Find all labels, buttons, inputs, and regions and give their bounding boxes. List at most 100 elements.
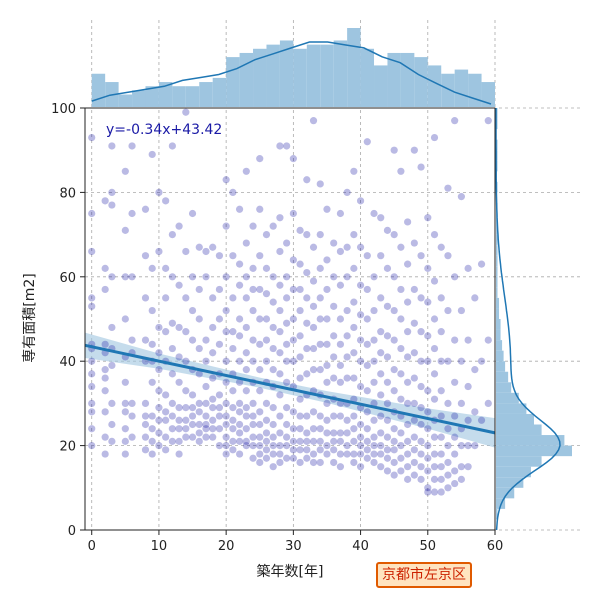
data-point	[88, 302, 96, 310]
data-point	[383, 416, 392, 424]
data-point	[377, 349, 385, 357]
data-point	[430, 433, 439, 441]
data-point	[249, 399, 257, 407]
data-point	[309, 450, 318, 458]
data-point	[215, 391, 224, 399]
data-point	[148, 450, 156, 458]
top-hist-bar	[118, 94, 133, 107]
data-point	[162, 446, 170, 454]
data-point	[397, 344, 405, 353]
data-point	[316, 264, 324, 272]
data-point	[451, 117, 459, 125]
data-point	[464, 336, 472, 344]
data-point	[316, 412, 324, 420]
data-point	[283, 404, 291, 412]
top-hist-bar	[387, 52, 401, 107]
data-point	[437, 243, 445, 251]
data-point	[242, 349, 250, 357]
data-point	[242, 323, 250, 332]
data-point	[363, 408, 371, 416]
data-point	[249, 412, 257, 420]
data-point	[141, 252, 150, 260]
data-point	[350, 323, 358, 332]
data-point	[289, 256, 297, 264]
x-tick-label: 20	[218, 539, 235, 554]
data-point	[262, 264, 271, 272]
data-point	[363, 454, 371, 462]
data-point	[88, 294, 96, 302]
data-point	[444, 399, 452, 407]
data-point	[303, 429, 311, 437]
data-point	[155, 387, 163, 395]
data-point	[330, 437, 338, 445]
data-point	[356, 450, 365, 458]
data-point	[457, 193, 465, 201]
data-point	[336, 463, 345, 471]
data-point	[108, 201, 116, 209]
data-point	[430, 450, 439, 458]
data-point	[256, 408, 264, 416]
data-point	[249, 454, 257, 462]
data-point	[410, 416, 418, 424]
data-point	[356, 442, 365, 450]
right-hist-bar	[496, 392, 519, 404]
data-point	[289, 357, 297, 365]
data-point	[430, 315, 439, 323]
data-point	[417, 252, 425, 260]
data-point	[343, 188, 351, 196]
data-point	[437, 463, 445, 471]
data-point	[444, 471, 452, 479]
right-hist-bar	[496, 477, 524, 488]
data-point	[235, 408, 244, 416]
data-point	[309, 344, 318, 353]
data-point	[356, 420, 365, 429]
data-point	[437, 450, 445, 458]
data-point	[330, 239, 338, 247]
data-point	[410, 349, 418, 357]
data-point	[121, 437, 129, 445]
data-point	[188, 404, 197, 412]
data-point	[249, 222, 257, 230]
data-point	[430, 395, 439, 403]
data-point	[383, 454, 392, 462]
data-point	[162, 197, 170, 205]
data-point	[283, 294, 291, 302]
data-point	[377, 463, 385, 471]
data-point	[330, 458, 338, 467]
data-point	[276, 450, 284, 458]
data-point	[209, 243, 217, 251]
data-point	[235, 399, 244, 407]
data-point	[262, 290, 271, 298]
data-point	[336, 281, 345, 289]
data-point	[229, 387, 237, 395]
data-point	[269, 222, 277, 230]
data-point	[390, 425, 398, 433]
data-point	[289, 425, 297, 433]
data-point	[363, 387, 371, 395]
data-point	[242, 404, 250, 412]
data-point	[235, 429, 244, 437]
data-point	[330, 429, 338, 437]
data-point	[484, 117, 492, 125]
data-point	[303, 294, 311, 302]
data-point	[417, 437, 425, 445]
data-point	[155, 404, 163, 412]
data-point	[256, 155, 264, 163]
data-point	[202, 412, 210, 420]
data-point	[175, 404, 183, 412]
top-hist-bar	[226, 57, 240, 107]
data-point	[148, 306, 156, 315]
data-point	[424, 454, 432, 462]
data-point	[121, 408, 129, 416]
y-tick-label: 40	[59, 355, 76, 370]
data-point	[363, 315, 371, 323]
data-point	[410, 471, 418, 479]
data-point	[303, 446, 311, 454]
data-point	[235, 315, 244, 323]
data-point	[262, 454, 271, 462]
x-tick-label: 40	[352, 539, 369, 554]
data-point	[209, 395, 217, 403]
top-hist-bar	[266, 44, 280, 107]
data-point	[108, 399, 116, 407]
data-point	[88, 133, 96, 142]
